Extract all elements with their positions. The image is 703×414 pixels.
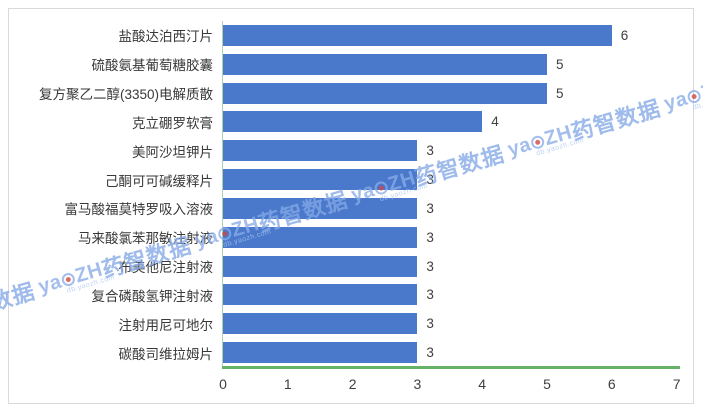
bar-row: 己酮可可碱缓释片 3 (0, 165, 703, 194)
bar (223, 255, 418, 277)
bar-row: 克立硼罗软膏 4 (0, 107, 703, 136)
value-label: 3 (426, 143, 434, 159)
x-tick-label: 5 (543, 376, 551, 392)
value-axis-line (222, 366, 680, 369)
bar-rows: 盐酸达泊西汀片 6 硫酸氨基葡萄糖胶囊 5 复方聚乙二醇(3350)电解质散 5 克立硼罗软… (0, 21, 703, 367)
value-label: 3 (426, 258, 434, 274)
value-label: 3 (426, 200, 434, 216)
category-label: 美阿沙坦钾片 (132, 144, 213, 160)
x-tick-label: 7 (672, 376, 681, 392)
value-label: 3 (426, 316, 434, 332)
value-label: 3 (426, 172, 434, 188)
bar-row: 马来酸氯苯那敏注射液 3 (0, 223, 703, 252)
value-label: 6 (620, 27, 629, 43)
x-tick-label: 2 (348, 376, 357, 392)
category-axis-line (221, 21, 223, 367)
bar-row: 硫酸氨基葡萄糖胶囊 5 (0, 50, 703, 79)
bar-row: 注射用尼可地尔 3 (0, 309, 703, 338)
bar-row: 盐酸达泊西汀片 6 (0, 21, 703, 50)
category-label: 马来酸氯苯那敏注射液 (78, 231, 213, 247)
x-tick-label: 0 (219, 376, 227, 392)
category-label: 复合磷酸氢钾注射液 (91, 288, 214, 304)
x-tick-label: 6 (607, 376, 616, 392)
value-label: 3 (426, 287, 434, 303)
bar (223, 284, 418, 306)
category-label: 碳酸司维拉姆片 (118, 346, 214, 362)
category-label: 盐酸达泊西汀片 (118, 29, 214, 45)
category-label: 克立硼罗软膏 (132, 115, 213, 131)
bar-row: 布美他尼注射液 3 (0, 252, 703, 281)
bar (223, 24, 612, 46)
bar (223, 53, 547, 75)
x-tick-label: 3 (413, 376, 422, 392)
value-label: 3 (426, 345, 434, 361)
bar (223, 111, 483, 133)
value-label: 5 (556, 56, 564, 72)
category-label: 复方聚乙二醇(3350)电解质散 (38, 87, 213, 103)
category-label: 注射用尼可地尔 (118, 317, 214, 333)
bar (223, 140, 418, 162)
value-label: 3 (426, 229, 434, 245)
bar (223, 169, 418, 191)
value-label: 5 (556, 85, 564, 101)
bar-row: 复方聚乙二醇(3350)电解质散 5 (0, 79, 703, 108)
bar-row: 碳酸司维拉姆片 3 (0, 338, 703, 367)
bar (223, 197, 418, 219)
bar-row: 富马酸福莫特罗吸入溶液 3 (0, 194, 703, 223)
bar-row: 复合磷酸氢钾注射液 3 (0, 280, 703, 309)
x-axis-ticks: 0 1 2 3 4 5 6 7 (0, 376, 703, 396)
category-label: 己酮可可碱缓释片 (105, 173, 213, 189)
x-tick-label: 4 (478, 376, 487, 392)
bar (223, 82, 547, 104)
bar (223, 313, 418, 335)
bar-row: 美阿沙坦钾片 3 (0, 136, 703, 165)
category-label: 布美他尼注射液 (118, 260, 214, 276)
bar (223, 342, 418, 364)
x-tick-label: 1 (283, 376, 292, 392)
bar (223, 226, 418, 248)
category-label: 富马酸福莫特罗吸入溶液 (64, 202, 214, 218)
value-label: 4 (491, 114, 499, 130)
category-label: 硫酸氨基葡萄糖胶囊 (91, 58, 214, 74)
